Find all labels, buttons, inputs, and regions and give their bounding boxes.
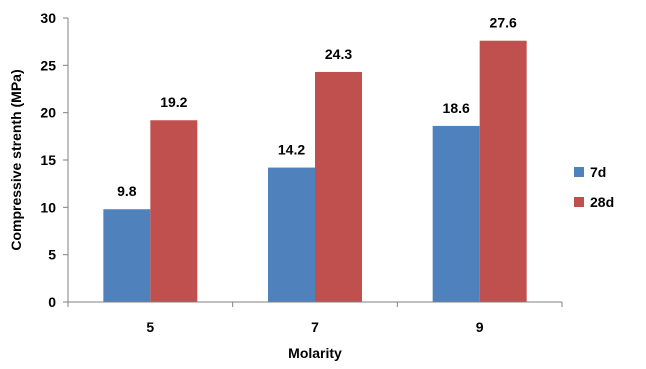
y-tick-label: 15 [40,152,56,168]
legend-swatch-7d [574,167,584,177]
bar-7d-9 [432,125,480,302]
legend-label: 7d [590,164,606,180]
bar-28d-5 [150,120,198,303]
y-tick-label: 5 [48,247,56,263]
y-tick-label: 0 [48,294,56,310]
data-labels: 9.8 19.2 14.2 24.3 18.6 27.6 [117,15,517,200]
bar-28d-7 [315,71,362,303]
x-axis-title: Molarity [288,345,342,361]
y-tick-label: 20 [40,105,56,121]
x-tick-label: 5 [146,319,154,335]
data-label: 18.6 [443,100,470,116]
data-label: 24.3 [325,46,352,62]
y-axis-ticks: 0 5 10 15 20 25 30 [40,10,68,310]
data-label: 27.6 [490,15,517,31]
y-axis-title: Compressive strenth (MPa) [8,69,24,250]
bar-28d-9 [479,40,527,302]
y-tick-label: 30 [40,10,56,26]
bars [103,40,527,303]
legend-swatch-28d [574,197,584,207]
x-axis-ticks: 5 7 9 [67,302,563,335]
y-tick-label: 10 [40,199,56,215]
bar-7d-7 [268,167,315,302]
data-label: 14.2 [278,142,305,158]
data-label: 19.2 [160,94,187,110]
x-tick-label: 7 [311,319,319,335]
legend-label: 28d [590,194,614,210]
y-tick-label: 25 [40,57,56,73]
data-label: 9.8 [117,183,137,199]
x-tick-label: 9 [476,319,484,335]
bar-7d-5 [103,209,151,302]
legend: 7d 28d [574,164,614,210]
